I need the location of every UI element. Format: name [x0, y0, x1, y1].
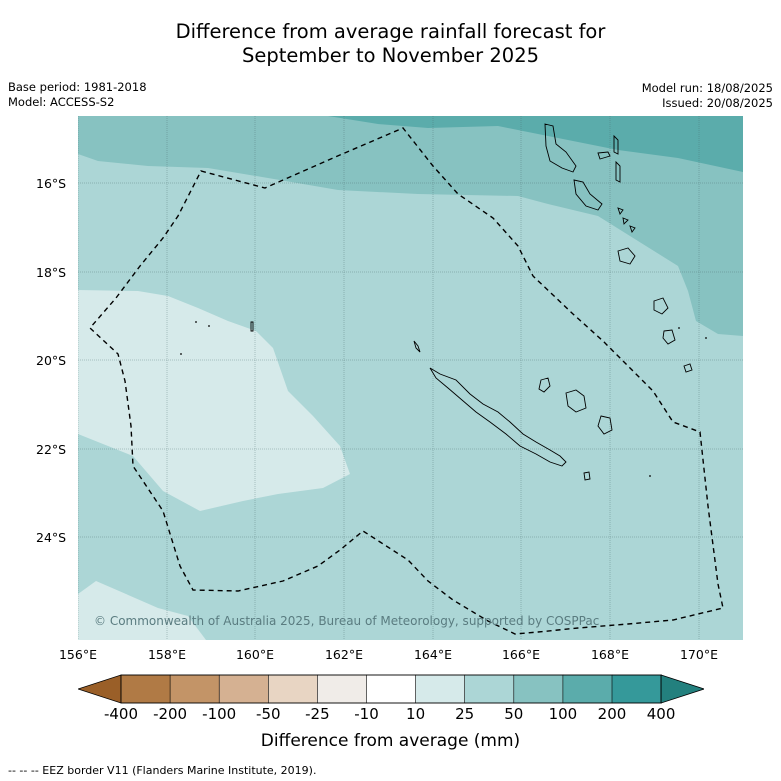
colorbar-segment: [366, 674, 417, 704]
colorbar-segment: [464, 674, 515, 704]
colorbar-segments: [78, 674, 704, 704]
lat-label-24s: 24°S: [36, 530, 67, 545]
colorbar-segment: [317, 674, 368, 704]
lat-label-18s: 18°S: [36, 265, 67, 280]
efate-island: [617, 247, 636, 265]
colorbar-tick-label: -25: [305, 705, 330, 723]
colorbar-tick-label: 100: [548, 705, 578, 723]
colorbar-tick-label: 50: [504, 705, 524, 723]
lat-label-22s: 22°S: [36, 442, 67, 457]
lon-label-160e: 160°E: [235, 647, 274, 662]
colorbar-tick-label: -200: [153, 705, 188, 723]
ambae-island: [597, 151, 611, 160]
map-panel: [78, 116, 743, 640]
meta-right: Model run: 18/08/2025 Issued: 20/08/2025: [642, 81, 773, 111]
lon-label-156e: 156°E: [58, 647, 97, 662]
colorbar-tick-label: 200: [597, 705, 627, 723]
erromango-island: [653, 297, 669, 315]
chesterfield-reef: [250, 321, 254, 332]
colorbar-segment: [169, 674, 220, 704]
colorbar-title: Difference from average (mm): [260, 731, 521, 751]
colorbar-segment: [415, 674, 466, 704]
colorbar-segment: [562, 674, 613, 704]
issued-date: Issued: 20/08/2025: [662, 96, 773, 110]
lifou-island: [565, 389, 587, 413]
colorbar-segment: [611, 674, 662, 704]
colorbar-extend-high: [660, 674, 704, 704]
tanna-island: [662, 329, 676, 345]
base-period: Base period: 1981-2018: [8, 80, 147, 94]
colorbar-segment: [268, 674, 319, 704]
colorbar-tick-label: 10: [406, 705, 426, 723]
anomaly-band-100-200: [328, 116, 743, 172]
lon-label-164e: 164°E: [413, 647, 452, 662]
meta-left: Base period: 1981-2018 Model: ACCESS-S2: [8, 80, 147, 110]
colorbar: [78, 674, 704, 704]
new-caledonia-island: [429, 367, 567, 467]
isle-of-pines: [583, 471, 591, 481]
colorbar-tick-label: -10: [354, 705, 379, 723]
colorbar-segment: [218, 674, 270, 704]
malakula-island: [573, 179, 603, 211]
aneityum-island: [683, 363, 693, 373]
ouvea-island: [538, 377, 551, 393]
title-line-2: September to November 2025: [241, 44, 540, 67]
lat-label-20s: 20°S: [36, 353, 67, 368]
colorbar-segment: [513, 674, 564, 704]
eez-border-line: [89, 127, 724, 635]
colorbar-segment: [120, 674, 171, 704]
colorbar-outline: [120, 674, 662, 704]
north-islands: [413, 340, 421, 353]
anomaly-band-10-25-sw: [78, 581, 206, 640]
model-run: Model run: 18/08/2025: [641, 81, 773, 95]
maewo-pentecost: [613, 134, 621, 183]
lon-label-166e: 166°E: [501, 647, 540, 662]
chart-title: Difference from average rainfall forecas…: [0, 20, 781, 68]
graticule: [78, 116, 743, 640]
title-line-1: Difference from average rainfall forecas…: [175, 20, 606, 43]
colorbar-tick-label: -400: [103, 705, 139, 723]
espiritu-santo-island: [544, 123, 577, 173]
colorbar-tick-label: 400: [646, 705, 676, 723]
reef-dots: [180, 321, 707, 477]
lon-label-170e: 170°E: [679, 647, 718, 662]
colorbar-tick-label: -50: [256, 705, 281, 723]
mare-island: [597, 415, 613, 435]
colorbar-tick-label: -100: [202, 705, 237, 723]
colorbar-tick-label: 25: [455, 705, 475, 723]
lon-label-168e: 168°E: [590, 647, 629, 662]
lat-label-16s: 16°S: [36, 176, 67, 191]
shepherd-islands: [617, 207, 636, 233]
copyright-credit: © Commonwealth of Australia 2025, Bureau…: [94, 614, 600, 628]
lon-label-162e: 162°E: [324, 647, 363, 662]
lon-label-158e: 158°E: [147, 647, 186, 662]
model-name: Model: ACCESS-S2: [8, 95, 115, 109]
eez-legend: -- -- -- EEZ border V11 (Flanders Marine…: [8, 764, 317, 777]
colorbar-extend-low: [78, 674, 122, 704]
anomaly-band-10-25-west: [78, 290, 350, 511]
anomaly-band-50-100: [78, 116, 743, 336]
map-svg: [78, 116, 743, 640]
